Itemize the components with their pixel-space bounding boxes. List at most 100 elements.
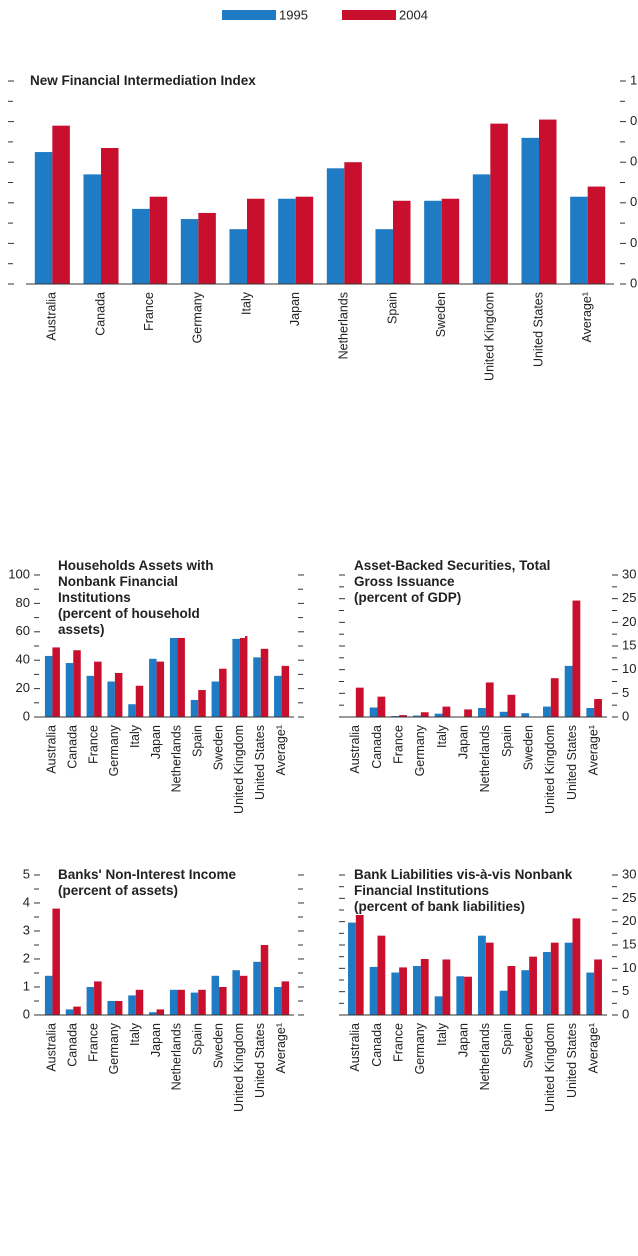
bar (177, 626, 185, 717)
x-tick-label: Sweden (434, 292, 448, 337)
y-tick-label: 4 (23, 894, 30, 909)
x-tick-label: France (391, 1023, 405, 1062)
x-tick-label: Germany (191, 291, 205, 343)
bar (587, 186, 606, 284)
x-tick-label: Germany (413, 724, 427, 776)
y-tick-label: 0.4 (630, 194, 638, 209)
y-tick-label: 2 (23, 950, 30, 965)
x-tick-label: Average¹ (586, 1023, 600, 1074)
bar (413, 715, 421, 717)
bar (420, 712, 429, 717)
bar (478, 708, 486, 717)
bar (169, 630, 178, 717)
y-tick-label: 30 (622, 566, 636, 581)
bar (107, 681, 115, 717)
y-tick-label: 10 (622, 661, 636, 676)
bar (253, 961, 261, 1015)
x-tick-label: Netherlands (170, 725, 184, 792)
x-tick-label: Sweden (521, 725, 535, 770)
chart-title: New Financial Intermediation Index (28, 73, 258, 89)
bar (464, 976, 472, 1015)
bar (375, 229, 393, 284)
x-tick-label: Australia (45, 292, 59, 341)
bar (570, 196, 588, 284)
title-text: Asset-Backed Securities, Total Gross Iss… (354, 558, 551, 589)
bar (550, 678, 559, 717)
x-tick-label: Average¹ (274, 1023, 288, 1074)
x-tick-label: United Kingdom (232, 1023, 246, 1112)
x-tick-label: Netherlands (170, 1023, 184, 1090)
x-tick-label: France (86, 725, 100, 764)
x-tick-label: Italy (128, 1022, 142, 1046)
x-tick-label: Japan (288, 292, 302, 326)
bar (507, 966, 516, 1015)
bar (239, 975, 248, 1015)
x-tick-label: Australia (45, 725, 59, 774)
bar (260, 648, 269, 717)
bar (274, 675, 282, 717)
x-tick-label: United States (565, 1023, 579, 1098)
y-tick-label: 0 (23, 1006, 30, 1021)
x-tick-label: United Kingdom (232, 725, 246, 814)
bar (586, 972, 595, 1015)
bar (211, 681, 220, 717)
bar (149, 1012, 157, 1015)
x-tick-label: Germany (107, 1022, 121, 1074)
y-tick-label: 0.2 (630, 235, 638, 250)
bar (180, 219, 199, 284)
x-tick-label: Canada (93, 292, 107, 336)
x-tick-label: United States (253, 725, 267, 800)
x-tick-label: United Kingdom (483, 292, 497, 381)
x-tick-label: Canada (66, 725, 80, 769)
y-tick-label: 0.6 (630, 154, 638, 169)
bar (295, 196, 314, 284)
x-tick-label: Spain (191, 725, 205, 757)
y-tick-label: 25 (622, 890, 636, 905)
bar (393, 200, 411, 284)
y-tick-label: 0.8 (630, 113, 638, 128)
subtitle-text: (percent of GDP) (354, 590, 462, 605)
legend-swatch (222, 10, 276, 20)
bar (434, 713, 443, 717)
bar (564, 942, 573, 1015)
bar (499, 990, 508, 1015)
x-tick-label: Canada (370, 725, 384, 769)
y-tick-label: 20 (622, 614, 636, 629)
y-tick-label: 60 (16, 623, 30, 638)
x-tick-label: Japan (456, 725, 470, 759)
y-tick-label: 0 (622, 708, 629, 723)
subtitle-text: (percent of household assets) (58, 606, 200, 637)
y-tick-label: 1.0 (630, 72, 638, 87)
bar (456, 976, 465, 1015)
bar (73, 650, 81, 717)
x-tick-label: France (86, 1023, 100, 1062)
bar (413, 966, 421, 1015)
title-text: New Financial Intermediation Index (30, 73, 256, 88)
bar (149, 196, 168, 284)
bar (441, 198, 460, 284)
bar (424, 200, 442, 284)
bar (247, 198, 265, 284)
y-tick-label: 30 (622, 866, 636, 881)
x-tick-label: Italy (239, 291, 253, 315)
x-tick-label: Netherlands (478, 1023, 492, 1090)
bar (543, 952, 551, 1015)
x-tick-label: Italy (435, 1022, 449, 1046)
bar (73, 1006, 81, 1015)
legend-swatch (342, 10, 396, 20)
bar (442, 706, 451, 717)
y-tick-label: 0 (23, 708, 30, 723)
y-tick-label: 80 (16, 595, 30, 610)
x-tick-label: Spain (500, 1023, 514, 1055)
x-tick-label: Sweden (211, 725, 225, 770)
bar (232, 638, 240, 717)
x-tick-label: Australia (348, 1023, 362, 1072)
chart-title: Banks' Non-Interest Income (percent of as… (56, 867, 238, 899)
bar (278, 198, 296, 284)
x-tick-label: Netherlands (478, 725, 492, 792)
y-tick-label: 5 (622, 983, 629, 998)
bar (521, 137, 539, 284)
bar (128, 704, 136, 717)
bar (485, 942, 494, 1015)
bar (219, 668, 227, 717)
